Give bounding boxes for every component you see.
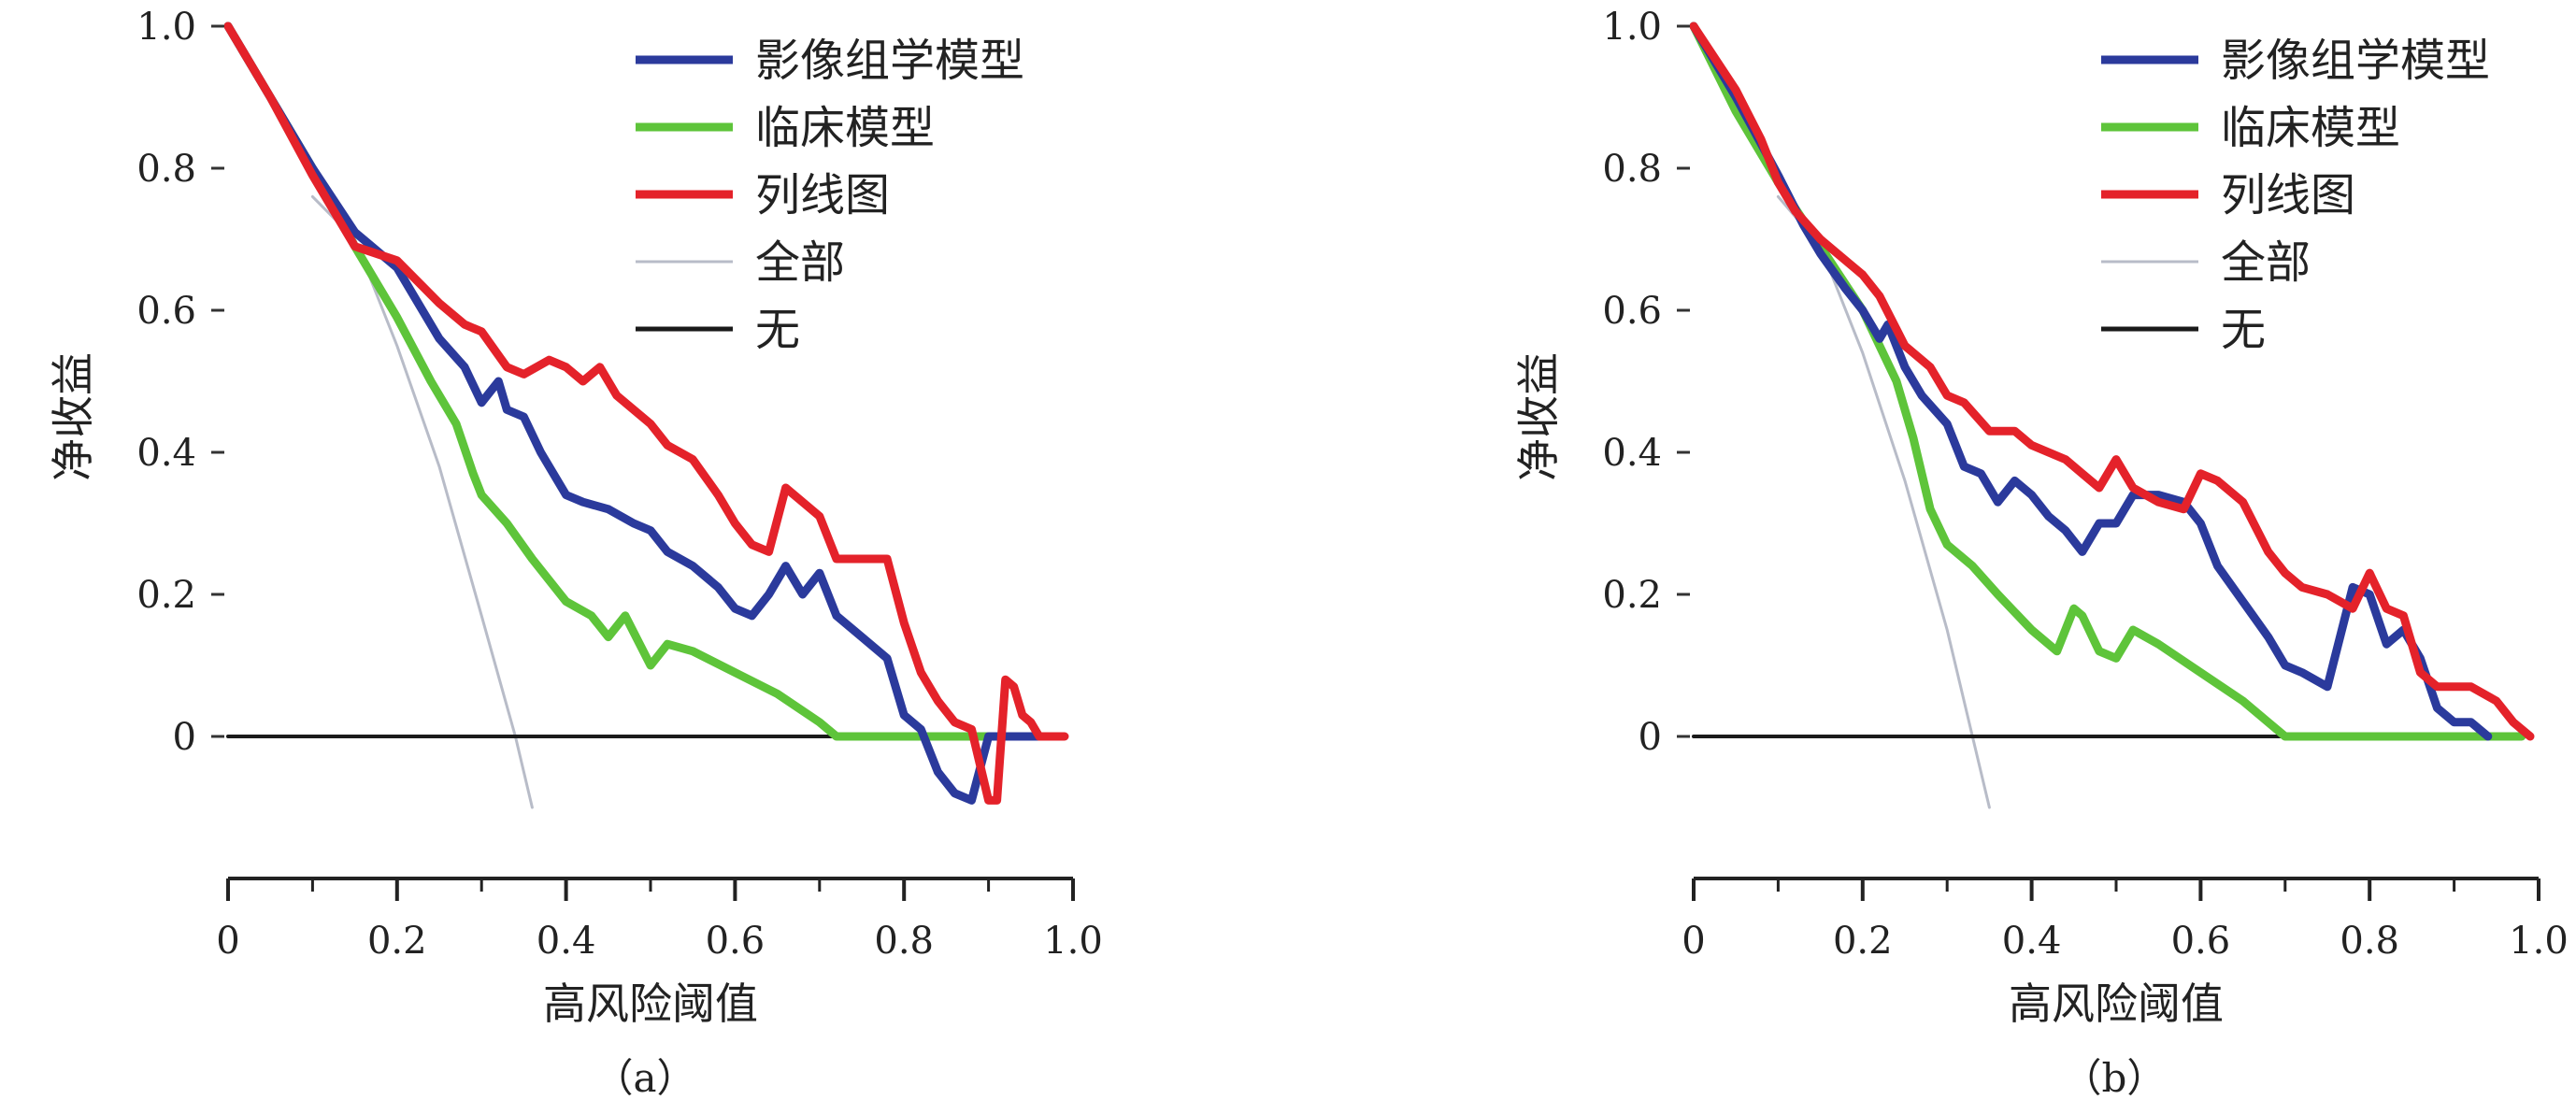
panel-caption: （a） bbox=[594, 1055, 695, 1101]
y-tick-label: 0 bbox=[173, 716, 196, 759]
y-tick-label: 0.6 bbox=[136, 290, 196, 333]
x-tick-label: 0.2 bbox=[1833, 920, 1893, 963]
x-axis-title: 高风险阈值 bbox=[543, 978, 758, 1029]
y-tick-label: 0.6 bbox=[1602, 290, 1662, 333]
x-tick-label: 1.0 bbox=[2509, 920, 2569, 963]
legend-label: 列线图 bbox=[755, 169, 890, 221]
legend-label: 临床模型 bbox=[2221, 102, 2400, 154]
series-line bbox=[1690, 21, 2535, 741]
y-tick-label: 0.2 bbox=[136, 574, 196, 617]
y-tick-label: 0.2 bbox=[1602, 574, 1662, 617]
chart-panel-b: 0 0.2 0.4 0.6 0.8 1.0 0 0.2 0.4 0.6 0.8 1.0 高风险阈值 净收益… bbox=[1513, 6, 2569, 1101]
legend-label: 无 bbox=[2221, 304, 2266, 356]
x-tick-label: 0.4 bbox=[537, 920, 596, 963]
y-tick-label: 0.4 bbox=[1602, 432, 1662, 475]
legend-label: 列线图 bbox=[2221, 169, 2355, 221]
series-group bbox=[1690, 21, 2535, 809]
series-group bbox=[224, 21, 1069, 809]
series-line bbox=[224, 21, 1069, 805]
x-tick-label: 1.0 bbox=[1043, 920, 1103, 963]
x-tick-label: 0.6 bbox=[706, 920, 766, 963]
legend-label: 全部 bbox=[755, 236, 845, 289]
y-tick-label: 0.8 bbox=[136, 148, 196, 191]
x-axis-title: 高风险阈值 bbox=[2009, 978, 2224, 1029]
legend-label: 全部 bbox=[2221, 236, 2311, 289]
x-tick-label: 0.6 bbox=[2171, 920, 2231, 963]
panel-caption: （b） bbox=[2063, 1055, 2167, 1101]
legend-label: 影像组学模型 bbox=[2221, 35, 2490, 87]
x-tick-label: 0 bbox=[216, 920, 239, 963]
x-tick-label: 0.2 bbox=[367, 920, 427, 963]
y-tick-label: 1.0 bbox=[1602, 6, 1662, 49]
legend-label: 临床模型 bbox=[755, 102, 935, 154]
x-tick-label: 0.8 bbox=[2340, 920, 2399, 963]
series-line bbox=[1690, 21, 2493, 741]
x-tick-label: 0.4 bbox=[2002, 920, 2062, 963]
y-tick-label: 0 bbox=[1639, 716, 1662, 759]
x-tick-label: 0 bbox=[1682, 920, 1705, 963]
y-tick-label: 0.4 bbox=[136, 432, 196, 475]
legend-label: 影像组学模型 bbox=[755, 35, 1024, 87]
series-line bbox=[224, 21, 1044, 805]
legend-label: 无 bbox=[755, 304, 800, 356]
x-tick-label: 0.8 bbox=[874, 920, 934, 963]
y-tick-label: 1.0 bbox=[136, 6, 196, 49]
y-axis-title: 净收益 bbox=[1513, 352, 1564, 481]
series-line bbox=[1776, 194, 1991, 809]
chart-panel-a: 0 0.2 0.4 0.6 0.8 1.0 0 0.2 0.4 0.6 0.8 1.0 高风险阈值 净收益… bbox=[48, 6, 1103, 1101]
y-axis-title: 净收益 bbox=[48, 352, 98, 481]
series-line bbox=[224, 21, 1044, 741]
y-tick-label: 0.8 bbox=[1602, 148, 1662, 191]
